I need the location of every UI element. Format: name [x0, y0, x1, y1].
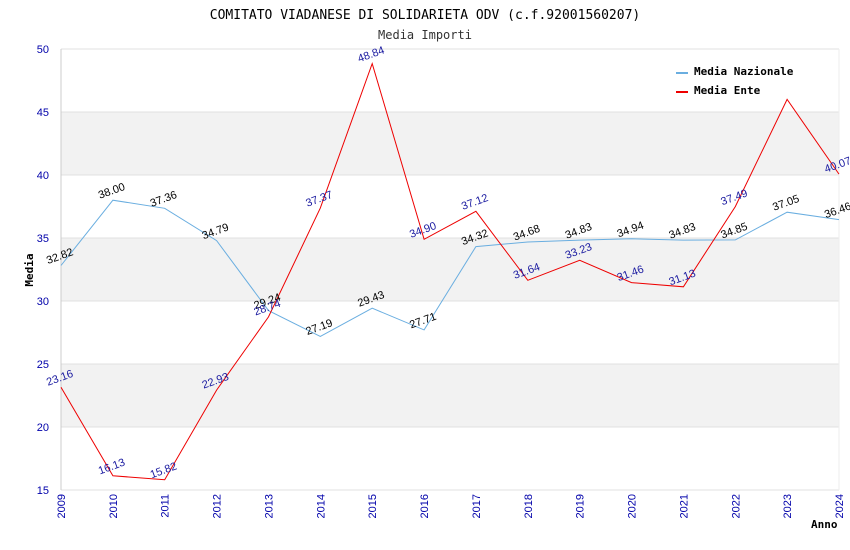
- grid-band: [61, 301, 839, 364]
- grid-bands: [60, 48, 840, 491]
- y-tick-label: 40: [37, 170, 49, 182]
- x-tick-label: 2012: [212, 494, 224, 518]
- legend: Media Nazionale Media Ente: [676, 65, 794, 97]
- chart-subtitle: Media Importi: [378, 28, 472, 42]
- x-tick-label: 2015: [367, 494, 379, 518]
- grid-band: [61, 364, 839, 427]
- x-tick-label: 2013: [263, 494, 275, 518]
- legend-label-media-ente: Media Ente: [694, 84, 761, 97]
- x-tick-label: 2024: [834, 494, 846, 518]
- y-tick-label: 15: [37, 485, 49, 497]
- grid-band: [61, 175, 839, 238]
- y-tick-label: 35: [37, 233, 49, 245]
- grid-band: [61, 49, 839, 112]
- x-tick-label: 2020: [627, 494, 639, 518]
- x-tick-label: 2023: [782, 494, 794, 518]
- y-axis-label: Media: [23, 253, 36, 286]
- x-tick-label: 2022: [730, 494, 742, 518]
- y-axis-ticks: 15 20 25 30 35 40 45 50: [37, 44, 49, 497]
- series-line-media-nazionale: [60, 199, 840, 337]
- x-axis-label: Anno: [811, 518, 838, 531]
- x-tick-label: 2010: [108, 494, 120, 518]
- chart-title: COMITATO VIADANESE DI SOLIDARIETA ODV (c…: [210, 8, 640, 23]
- series-line-media-ente: [60, 61, 840, 481]
- x-tick-label: 2009: [56, 494, 68, 518]
- y-tick-label: 30: [37, 296, 49, 308]
- x-tick-label: 2019: [575, 494, 587, 518]
- x-tick-label: 2018: [523, 494, 535, 518]
- x-axis-ticks: 2009 2010 2011 2012 2013 2014 2015 2016 2017 2018…: [56, 494, 846, 518]
- grid-band: [61, 238, 839, 301]
- grid-band: [61, 427, 839, 490]
- x-tick-label: 2017: [471, 494, 483, 518]
- x-tick-label: 2014: [315, 494, 327, 518]
- legend-label-media-nazionale: Media Nazionale: [694, 65, 794, 78]
- x-tick-label: 2011: [160, 494, 172, 518]
- x-tick-label: 2021: [678, 494, 690, 518]
- x-tick-label: 2016: [419, 494, 431, 518]
- y-tick-label: 20: [37, 422, 49, 434]
- y-tick-label: 45: [37, 107, 49, 119]
- y-tick-label: 50: [37, 44, 49, 56]
- grid-band: [61, 112, 839, 175]
- y-tick-label: 25: [37, 359, 49, 371]
- series-lines: [60, 61, 840, 481]
